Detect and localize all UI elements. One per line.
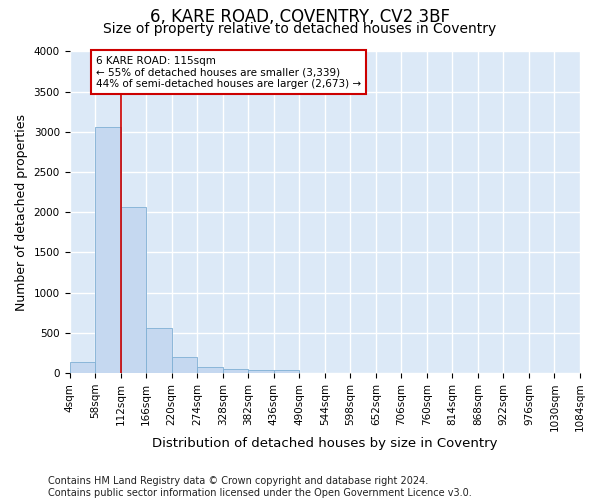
Text: 6 KARE ROAD: 115sqm
← 55% of detached houses are smaller (3,339)
44% of semi-det: 6 KARE ROAD: 115sqm ← 55% of detached ho… — [96, 56, 361, 88]
Bar — [172, 358, 197, 373]
Y-axis label: Number of detached properties: Number of detached properties — [15, 114, 28, 311]
Bar — [274, 370, 299, 373]
Bar — [248, 370, 274, 373]
Text: 6, KARE ROAD, COVENTRY, CV2 3BF: 6, KARE ROAD, COVENTRY, CV2 3BF — [150, 8, 450, 26]
Bar — [95, 126, 121, 373]
Bar — [223, 368, 248, 373]
Bar — [70, 362, 95, 373]
Bar — [197, 367, 223, 373]
Bar — [146, 328, 172, 373]
X-axis label: Distribution of detached houses by size in Coventry: Distribution of detached houses by size … — [152, 437, 497, 450]
Text: Size of property relative to detached houses in Coventry: Size of property relative to detached ho… — [103, 22, 497, 36]
Bar — [121, 208, 146, 373]
Text: Contains HM Land Registry data © Crown copyright and database right 2024.
Contai: Contains HM Land Registry data © Crown c… — [48, 476, 472, 498]
